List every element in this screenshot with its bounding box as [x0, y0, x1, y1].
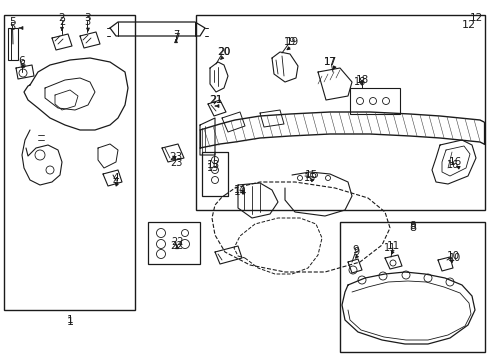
Text: 5: 5	[9, 17, 15, 27]
Text: 17: 17	[323, 57, 336, 67]
Text: 18: 18	[353, 77, 366, 87]
Text: 9: 9	[352, 247, 358, 257]
Text: 7: 7	[173, 30, 179, 40]
Bar	[196, 15, 484, 210]
Text: 6: 6	[19, 56, 25, 66]
Text: 4: 4	[113, 177, 119, 187]
Text: 3: 3	[84, 17, 90, 27]
Text: 1: 1	[66, 315, 73, 325]
Text: 12: 12	[468, 13, 482, 23]
Text: 12: 12	[461, 20, 475, 30]
Text: 2: 2	[59, 17, 65, 27]
Bar	[202, 152, 227, 196]
Text: 16: 16	[446, 160, 458, 170]
Text: 13: 13	[206, 163, 219, 173]
Text: 9: 9	[352, 245, 359, 255]
Text: 20: 20	[217, 47, 230, 57]
Text: 14: 14	[233, 187, 246, 197]
Text: 1: 1	[66, 317, 73, 327]
Text: 13: 13	[206, 160, 219, 170]
Bar	[349, 88, 399, 114]
Text: 22: 22	[170, 237, 183, 247]
Text: 8: 8	[408, 223, 416, 233]
Text: 14: 14	[233, 185, 245, 195]
Text: 11: 11	[383, 243, 395, 253]
Bar	[8, 28, 18, 60]
Text: 7: 7	[172, 33, 179, 43]
Bar	[148, 222, 200, 264]
Text: 2: 2	[59, 13, 65, 23]
Bar	[4, 15, 135, 310]
Text: 4: 4	[112, 173, 119, 183]
Text: 19: 19	[284, 37, 296, 47]
Bar	[339, 222, 484, 352]
Text: 20: 20	[217, 47, 230, 57]
Text: 11: 11	[386, 241, 399, 251]
Text: 23: 23	[169, 152, 182, 162]
Text: 6: 6	[19, 60, 25, 70]
Text: 8: 8	[409, 221, 415, 231]
Text: 5: 5	[9, 22, 15, 32]
Text: 15: 15	[304, 170, 317, 180]
Text: 21: 21	[209, 95, 222, 105]
Text: 18: 18	[355, 75, 368, 85]
Text: 19: 19	[285, 37, 298, 47]
Text: 15: 15	[303, 173, 316, 183]
Text: 10: 10	[448, 253, 460, 263]
Text: 22: 22	[170, 241, 183, 251]
Text: 10: 10	[446, 251, 459, 261]
Text: 3: 3	[83, 13, 90, 23]
Text: 23: 23	[169, 158, 182, 168]
Text: 17: 17	[323, 57, 336, 67]
Text: 16: 16	[447, 157, 461, 167]
Text: 21: 21	[209, 95, 222, 105]
